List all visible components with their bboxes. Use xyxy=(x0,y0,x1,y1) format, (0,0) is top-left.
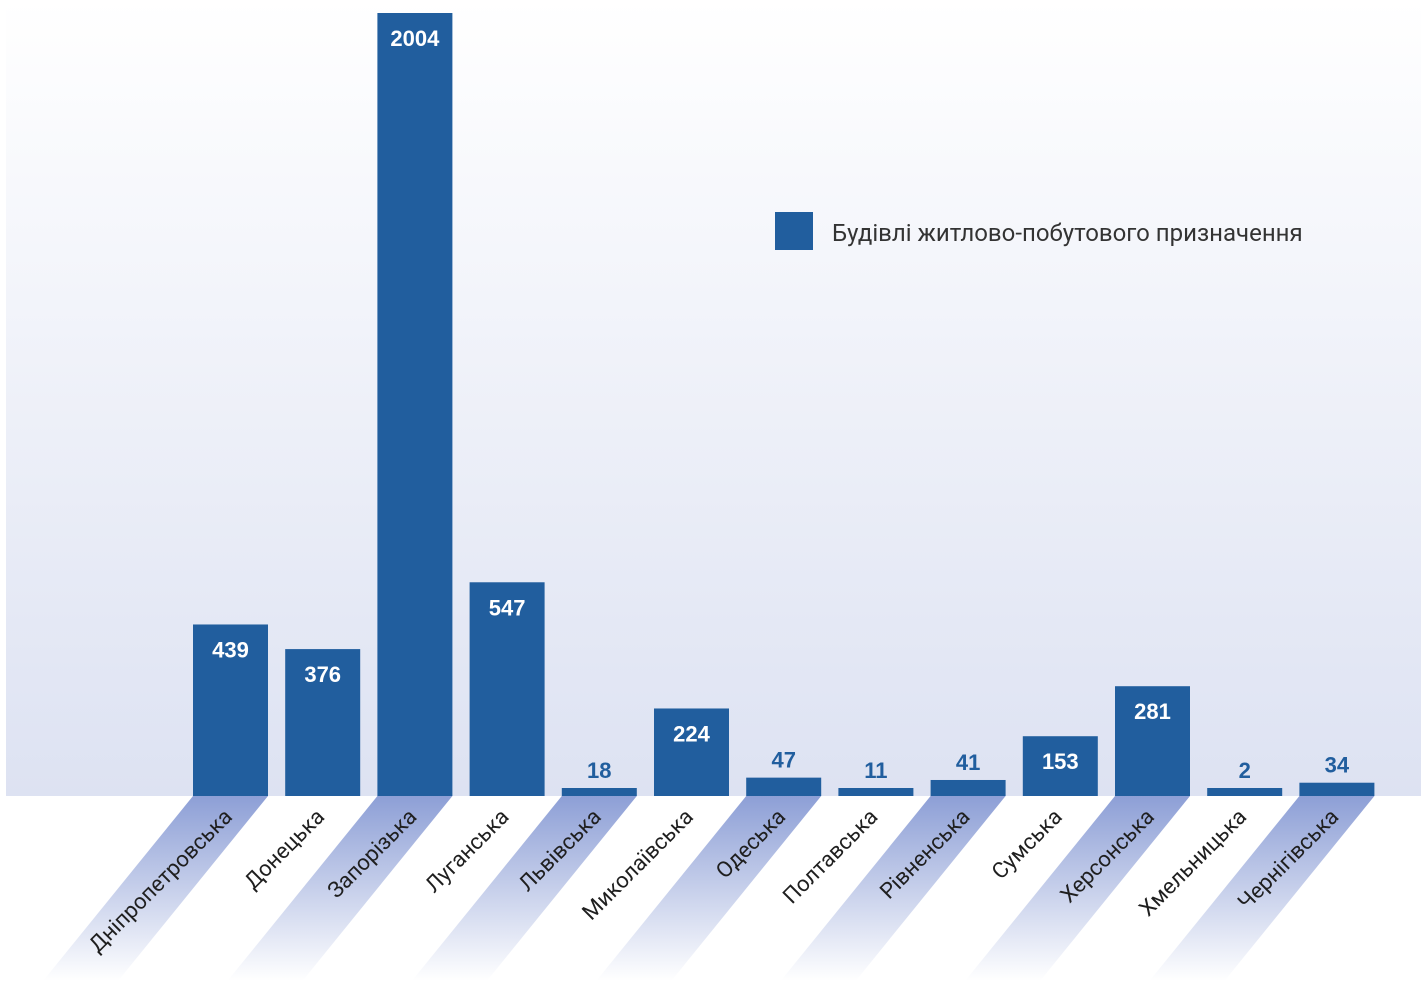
data-label-2: 376 xyxy=(304,662,341,687)
data-label-13: 34 xyxy=(1325,753,1350,778)
data-label-9: 41 xyxy=(956,750,980,775)
bar-6 xyxy=(654,708,729,796)
bar-series xyxy=(193,13,1375,796)
tick-band-9 xyxy=(780,796,1006,981)
data-labels: 439 376 2004 547 18 224 47 11 41 153 281 2 34 xyxy=(212,26,1350,783)
tick-band-5 xyxy=(411,796,637,981)
bar-13 xyxy=(1299,782,1375,796)
bar-12 xyxy=(1207,788,1283,796)
data-label-8: 11 xyxy=(864,758,887,783)
data-label-6: 224 xyxy=(673,721,710,746)
bar-5 xyxy=(561,788,637,796)
legend-swatch xyxy=(775,212,813,250)
tick-band-11 xyxy=(965,796,1190,981)
bar-4 xyxy=(469,582,545,796)
tick-band-1 xyxy=(43,796,268,981)
bar-7 xyxy=(746,777,822,796)
tick-band-7 xyxy=(596,796,822,981)
data-label-10: 153 xyxy=(1042,749,1079,774)
bar-9 xyxy=(930,779,1006,796)
tick-label-1: Дніпропетровська xyxy=(84,805,237,958)
data-label-1: 439 xyxy=(212,637,249,662)
legend-label: Будівлі житлово-побутового призначення xyxy=(832,219,1303,247)
data-label-7: 47 xyxy=(771,748,795,773)
data-label-11: 281 xyxy=(1134,699,1171,724)
tick-band-3 xyxy=(227,796,453,981)
tick-bands xyxy=(43,796,1375,981)
bar-2 xyxy=(285,649,361,796)
legend: Будівлі житлово-побутового призначення xyxy=(775,212,1303,250)
bar-8 xyxy=(838,788,914,796)
data-label-4: 547 xyxy=(489,595,526,620)
tick-band-13 xyxy=(1149,796,1375,981)
data-label-12: 2 xyxy=(1239,758,1251,783)
bar-1 xyxy=(193,624,268,796)
data-label-5: 18 xyxy=(587,758,611,783)
bar-11 xyxy=(1115,686,1190,796)
data-label-3: 2004 xyxy=(390,26,440,51)
bar-3 xyxy=(377,13,453,796)
bar-10 xyxy=(1022,736,1098,796)
